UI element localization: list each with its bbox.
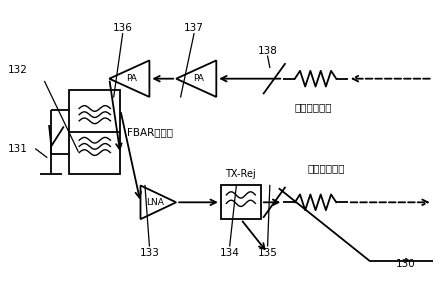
Text: TX-Rej: TX-Rej <box>226 169 256 179</box>
Text: 132: 132 <box>8 65 28 75</box>
Text: 134: 134 <box>220 248 240 258</box>
Text: 133: 133 <box>140 248 159 258</box>
Text: 135: 135 <box>258 248 277 258</box>
Text: 接收端衰减器: 接收端衰减器 <box>308 164 345 174</box>
Text: 138: 138 <box>258 46 277 56</box>
Bar <box>69 90 120 174</box>
Text: 131: 131 <box>8 144 28 154</box>
Text: LNA: LNA <box>146 198 164 207</box>
Bar <box>221 185 261 219</box>
Text: 130: 130 <box>396 259 416 269</box>
Text: 发射端衰减器: 发射端衰减器 <box>294 102 332 112</box>
Text: PA: PA <box>126 74 137 83</box>
Text: PA: PA <box>193 74 204 83</box>
Text: 136: 136 <box>113 23 132 33</box>
Text: FBAR双工器: FBAR双工器 <box>127 127 173 137</box>
Text: 137: 137 <box>184 23 204 33</box>
